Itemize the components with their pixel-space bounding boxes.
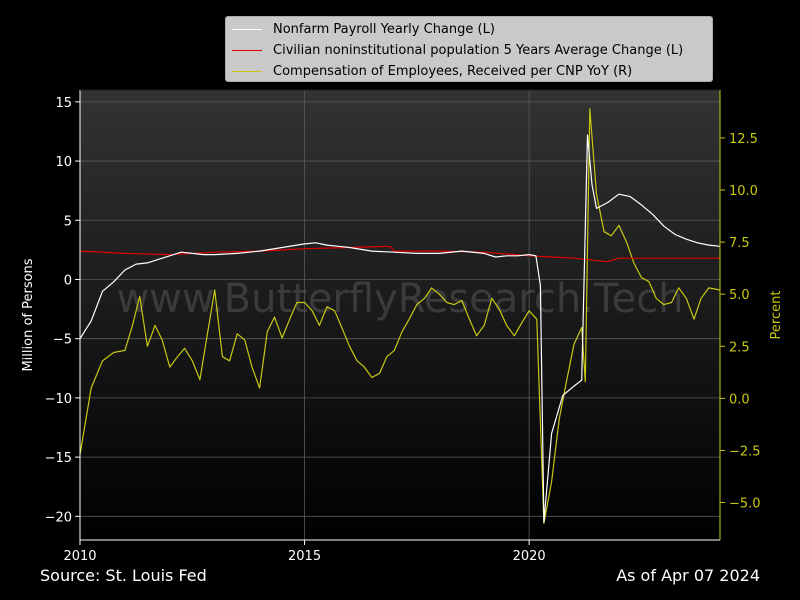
source-note: Source: St. Louis Fed: [40, 566, 207, 585]
x-tick-label: 2010: [63, 549, 96, 564]
y-tick-label-right: 2.5: [729, 340, 750, 355]
compensation-line: [79, 108, 721, 524]
y-tick-label-right: 0.0: [729, 392, 750, 407]
series-lines: [79, 108, 721, 524]
legend-label: Civilian noninstitutional population 5 Y…: [273, 43, 684, 58]
legend-label: Compensation of Employees, Received per …: [273, 64, 633, 79]
axes: −20 −15 −10 −5 0 5 10 15 2010 2015 2020 −5.0 −2.5 0.0…: [45, 89, 761, 564]
x-tick-label: 2015: [288, 549, 321, 564]
legend: Nonfarm Payroll Yearly Change (L) Civili…: [225, 16, 713, 82]
x-tick-label: 2020: [513, 549, 546, 564]
y-tick-label-right: −2.5: [729, 444, 761, 459]
population-line: [79, 245, 720, 263]
y-axis-label-left: Million of Persons: [21, 258, 36, 371]
y-tick-label-left: 5: [64, 214, 72, 229]
y-tick-label-right: 5.0: [729, 288, 750, 303]
legend-swatch-population: [232, 50, 262, 51]
y-tick-label-left: −20: [45, 510, 72, 525]
y-tick-label-right: 12.5: [729, 132, 758, 147]
y-tick-label-left: −15: [45, 451, 72, 466]
legend-item: Compensation of Employees, Received per …: [226, 61, 712, 82]
watermark: www.ButterflyResearch.Tech: [116, 276, 683, 322]
y-tick-label-left: −5: [53, 333, 72, 348]
legend-label: Nonfarm Payroll Yearly Change (L): [273, 22, 495, 37]
y-axis-label-right: Percent: [769, 291, 784, 340]
y-tick-label-left: 15: [55, 96, 72, 111]
legend-item: Civilian noninstitutional population 5 Y…: [226, 40, 712, 61]
y-tick-label-right: 10.0: [729, 184, 758, 199]
y-tick-label-left: 10: [55, 155, 72, 170]
legend-swatch-compensation: [232, 71, 262, 72]
legend-swatch-payroll: [232, 29, 262, 30]
legend-item: Nonfarm Payroll Yearly Change (L): [226, 19, 712, 40]
as-of-date: As of Apr 07 2024: [616, 566, 760, 585]
y-tick-label-right: −5.0: [729, 497, 761, 512]
payroll-line: [79, 134, 721, 523]
plot-background: [80, 90, 720, 540]
y-tick-label-right: 7.5: [729, 236, 750, 251]
y-tick-label-left: −10: [45, 392, 72, 407]
y-tick-label-left: 0: [64, 273, 72, 288]
